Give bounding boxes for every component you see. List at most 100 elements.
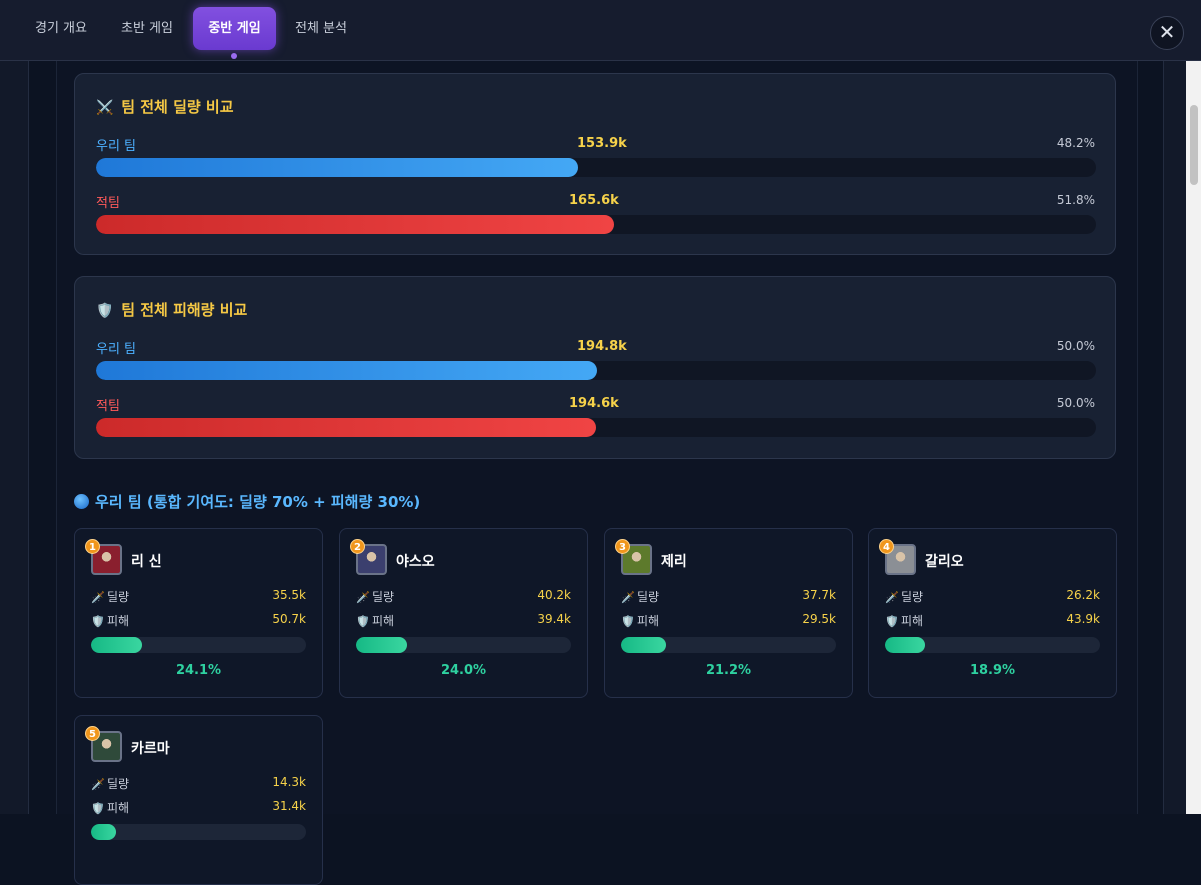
tab-match-overview[interactable]: 경기 개요 <box>35 21 87 36</box>
taken-value: 39.4k <box>537 612 571 626</box>
damage-card-title: 팀 전체 딜량 비교 <box>121 98 234 116</box>
tab-mid-game[interactable]: 중반 게임 <box>193 7 276 50</box>
rank-badge: 3 <box>615 539 630 554</box>
taken-card-title: 팀 전체 피해량 비교 <box>121 301 248 319</box>
shield-icon: 🛡️ <box>91 802 105 815</box>
contribution-percent: 24.1% <box>175 663 222 678</box>
taken-value: 43.9k <box>1066 612 1100 626</box>
player-card[interactable]: 3 제리 🗡️ 딜량 37.7k 🛡️ 피해 29.5k 21.2% <box>604 528 853 698</box>
damage-stat-row: 🗡️ 딜량 37.7k <box>621 588 836 605</box>
rank-badge: 5 <box>85 726 100 741</box>
sword-icon: 🗡️ <box>885 591 899 604</box>
contribution-track <box>356 637 571 653</box>
taken-label: 피해 <box>107 614 130 628</box>
tab-full-analysis[interactable]: 전체 분석 <box>295 21 347 36</box>
contribution-track <box>91 637 306 653</box>
contribution-percent: 18.9% <box>969 663 1016 678</box>
enemy-team-label: 적팀 <box>96 399 120 414</box>
enemy-team-taken-pct: 50.0% <box>1056 396 1095 410</box>
damage-value: 26.2k <box>1066 588 1100 602</box>
blue-circle-icon <box>74 494 89 509</box>
enemy-team-damage-value: 165.6k <box>569 193 619 208</box>
our-team-taken-pct: 50.0% <box>1056 339 1095 353</box>
damage-stat-row: 🗡️ 딜량 26.2k <box>885 588 1100 605</box>
our-team-label: 우리 팀 <box>96 139 137 154</box>
contribution-track <box>621 637 836 653</box>
champion-name: 카르마 <box>131 741 170 757</box>
damage-label: 딜량 <box>107 777 130 791</box>
contribution-bar <box>91 824 117 840</box>
team-damage-taken-card: 🛡️ 팀 전체 피해량 비교 우리 팀 194.8k 50.0% 적팀 194.… <box>74 276 1116 459</box>
taken-stat-row: 🛡️ 피해 39.4k <box>356 612 571 629</box>
taken-label: 피해 <box>901 614 924 628</box>
enemy-team-damage-track <box>96 215 1096 234</box>
team-section-heading: 우리 팀 (통합 기여도: 딜량 70% + 피해량 30%) <box>74 491 420 512</box>
champion-avatar <box>621 544 652 575</box>
taken-value: 31.4k <box>272 799 306 813</box>
damage-label: 딜량 <box>637 590 660 604</box>
damage-stat-row: 🗡️ 딜량 40.2k <box>356 588 571 605</box>
damage-label: 딜량 <box>107 590 130 604</box>
contribution-bar <box>621 637 666 653</box>
enemy-team-taken-value: 194.6k <box>569 396 619 411</box>
our-team-label: 우리 팀 <box>96 342 137 357</box>
enemy-team-label: 적팀 <box>96 196 120 211</box>
champion-name: 갈리오 <box>925 554 964 570</box>
shield-icon: 🛡️ <box>356 615 370 628</box>
contribution-percent: 21.2% <box>705 663 752 678</box>
enemy-team-damage-pct: 51.8% <box>1056 193 1095 207</box>
champion-name: 야스오 <box>396 554 435 570</box>
contribution-bar <box>885 637 926 653</box>
taken-label: 피해 <box>637 614 660 628</box>
close-button[interactable]: ✕ <box>1150 16 1184 50</box>
our-team-taken-bar <box>96 361 597 380</box>
rank-badge: 1 <box>85 539 100 554</box>
damage-stat-row: 🗡️ 딜량 14.3k <box>91 775 306 792</box>
our-team-taken-track <box>96 361 1096 380</box>
damage-label: 딜량 <box>901 590 924 604</box>
right-panel-edge <box>1163 61 1186 814</box>
card-title: 🛡️ 팀 전체 피해량 비교 <box>96 299 247 320</box>
player-card[interactable]: 1 리 신 🗡️ 딜량 35.5k 🛡️ 피해 50.7k 24.1% <box>74 528 323 698</box>
tab-bar: 경기 개요 초반 게임 중반 게임 전체 분석 ✕ <box>0 0 1201 61</box>
champion-avatar <box>885 544 916 575</box>
enemy-team-taken-bar <box>96 418 596 437</box>
damage-label: 딜량 <box>372 590 395 604</box>
shield-icon: 🛡️ <box>91 615 105 628</box>
shield-icon: 🛡️ <box>885 615 899 628</box>
player-card[interactable]: 5 카르마 🗡️ 딜량 14.3k 🛡️ 피해 31.4k <box>74 715 323 885</box>
contribution-track <box>91 824 306 840</box>
taken-stat-row: 🛡️ 피해 29.5k <box>621 612 836 629</box>
champion-name: 제리 <box>661 554 687 570</box>
our-team-damage-track <box>96 158 1096 177</box>
damage-value: 40.2k <box>537 588 571 602</box>
damage-value: 37.7k <box>802 588 836 602</box>
player-card[interactable]: 4 갈리오 🗡️ 딜량 26.2k 🛡️ 피해 43.9k 18.9% <box>868 528 1117 698</box>
shield-icon: 🛡️ <box>96 303 114 319</box>
player-card[interactable]: 2 야스오 🗡️ 딜량 40.2k 🛡️ 피해 39.4k 24.0% <box>339 528 588 698</box>
taken-stat-row: 🛡️ 피해 43.9k <box>885 612 1100 629</box>
team-damage-card: ⚔️ 팀 전체 딜량 비교 우리 팀 153.9k 48.2% 적팀 165.6… <box>74 73 1116 255</box>
tab-early-game[interactable]: 초반 게임 <box>121 21 173 36</box>
taken-stat-row: 🛡️ 피해 31.4k <box>91 799 306 816</box>
taken-value: 29.5k <box>802 612 836 626</box>
enemy-team-damage-bar <box>96 215 614 234</box>
our-team-damage-pct: 48.2% <box>1056 136 1095 150</box>
taken-stat-row: 🛡️ 피해 50.7k <box>91 612 306 629</box>
damage-value: 35.5k <box>272 588 306 602</box>
close-icon: ✕ <box>1158 20 1176 44</box>
champion-name: 리 신 <box>131 554 162 570</box>
left-panel-edge <box>0 61 29 814</box>
sword-icon: 🗡️ <box>621 591 635 604</box>
contribution-bar <box>356 637 407 653</box>
scrollbar-thumb[interactable] <box>1190 105 1198 185</box>
damage-value: 14.3k <box>272 775 306 789</box>
sword-icon: 🗡️ <box>91 778 105 791</box>
taken-label: 피해 <box>372 614 395 628</box>
taken-value: 50.7k <box>272 612 306 626</box>
active-tab-indicator <box>231 53 237 59</box>
scrollbar[interactable] <box>1186 61 1201 814</box>
sword-icon: 🗡️ <box>356 591 370 604</box>
card-title: ⚔️ 팀 전체 딜량 비교 <box>96 96 234 117</box>
our-team-damage-bar <box>96 158 578 177</box>
